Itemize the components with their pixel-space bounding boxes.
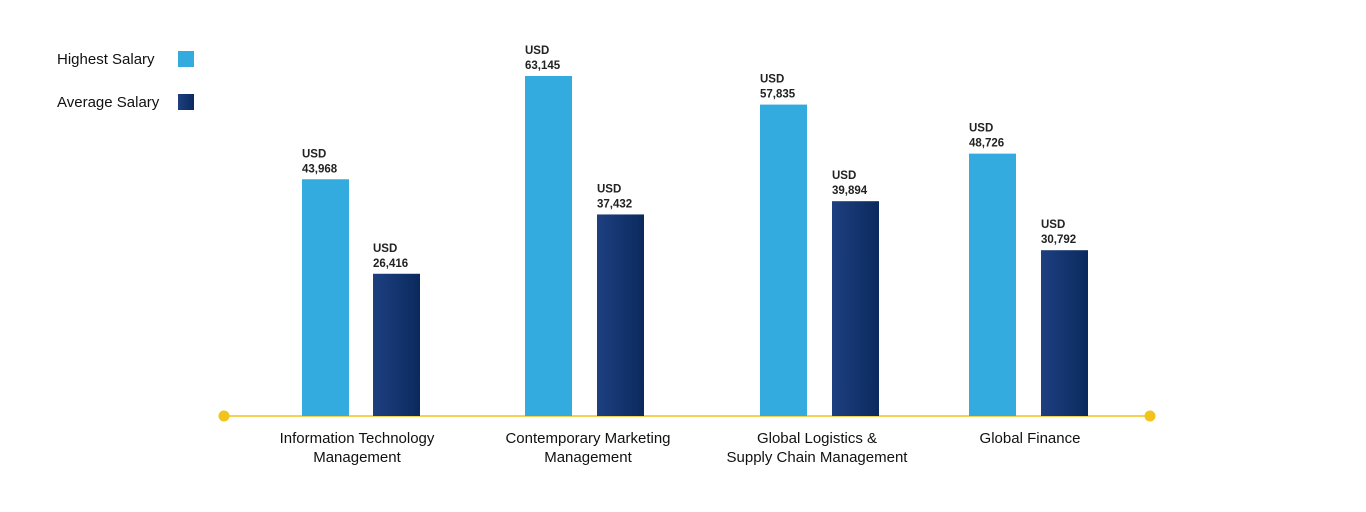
bars-group [302, 76, 1088, 417]
value-label-average-3: 30,792 [1041, 234, 1076, 246]
value-labels-group: USD 43,968 USD 63,145 USD 57,835 USD 48,726 USD 2… [302, 45, 1076, 270]
bar-average-2 [832, 201, 879, 416]
bar-average-3 [1041, 250, 1088, 416]
value-currency-average-2: USD [832, 170, 856, 182]
value-label-average-2: 39,894 [832, 185, 868, 197]
category-label-1-line-1: Management [544, 449, 632, 466]
value-currency-highest-0: USD [302, 148, 326, 160]
baseline-left-dot [218, 410, 230, 422]
value-label-highest-0: 43,968 [302, 163, 338, 175]
value-currency-average-3: USD [1041, 219, 1065, 231]
bar-highest-3 [969, 153, 1016, 417]
value-currency-average-0: USD [373, 243, 397, 255]
category-label-2-line-0: Global Logistics & [757, 430, 877, 447]
value-currency-average-1: USD [597, 183, 621, 195]
category-labels-group: Information Technology Management Contempo… [280, 430, 1081, 466]
value-currency-highest-2: USD [760, 74, 784, 86]
value-label-highest-1: 63,145 [525, 60, 561, 72]
legend-label-highest: Highest Salary [57, 51, 155, 68]
bar-highest-2 [760, 104, 807, 416]
category-label-0-line-1: Management [313, 449, 401, 466]
value-label-average-0: 26,416 [373, 258, 408, 270]
legend: Highest Salary Average Salary [57, 51, 194, 111]
category-label-1-line-0: Contemporary Marketing [505, 430, 670, 447]
legend-swatch-highest [178, 51, 194, 67]
category-label-3-line-0: Global Finance [980, 430, 1081, 447]
value-label-highest-3: 48,726 [969, 138, 1004, 150]
category-label-2-line-1: Supply Chain Management [727, 449, 909, 466]
bar-average-1 [597, 214, 644, 416]
legend-swatch-average [178, 94, 194, 110]
value-currency-highest-3: USD [969, 123, 993, 135]
value-label-average-1: 37,432 [597, 198, 632, 210]
category-label-0-line-0: Information Technology [280, 430, 435, 447]
baseline-right-dot [1144, 410, 1156, 422]
legend-label-average: Average Salary [57, 94, 160, 111]
bar-highest-1 [525, 76, 572, 416]
bar-average-0 [373, 273, 420, 416]
bar-highest-0 [302, 179, 349, 416]
value-label-highest-2: 57,835 [760, 89, 796, 101]
value-currency-highest-1: USD [525, 45, 549, 57]
